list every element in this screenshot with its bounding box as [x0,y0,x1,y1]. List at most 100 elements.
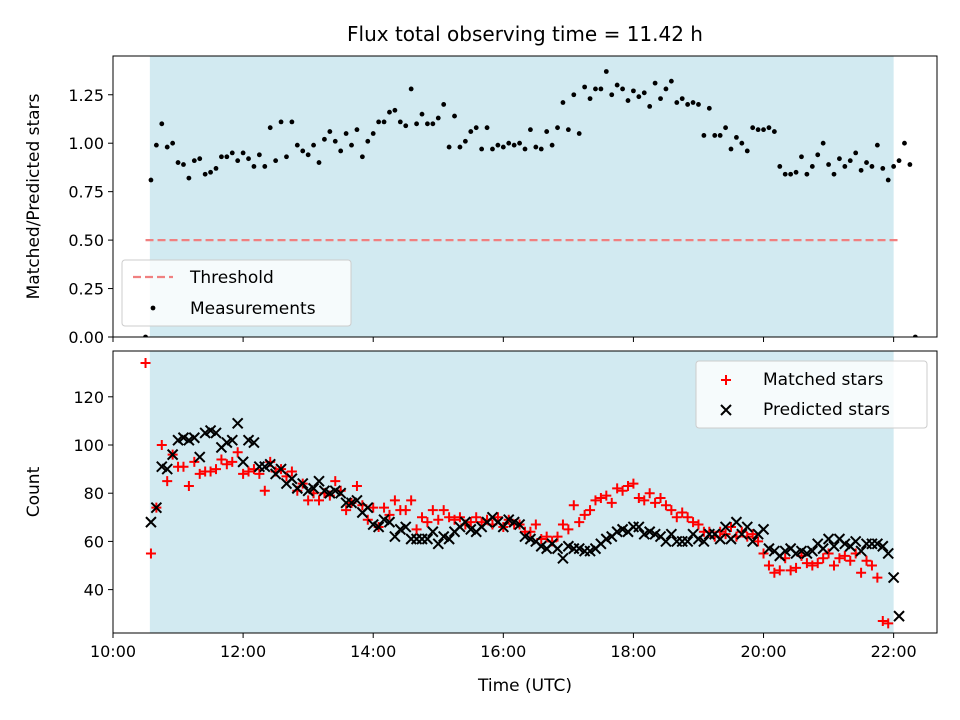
matched-star-point [758,548,769,559]
measurement-point [723,125,728,131]
measurement-point [153,142,159,148]
measurement-point [235,158,241,164]
y-tick-label: 0.25 [68,280,104,299]
matched-star-point [433,514,444,525]
measurement-point [603,69,609,74]
measurement-point [625,98,631,103]
matched-star-point [362,514,373,525]
matched-star-point [449,514,460,525]
measurement-point [354,127,360,133]
matched-star-point [877,615,888,626]
matched-star-point [866,560,877,571]
matched-star-point [677,507,688,518]
measurement-point [343,131,349,136]
predicted-star-point [551,542,564,555]
predicted-star-point [334,487,347,499]
y-axis-label: Matched/Predicted stars [24,93,44,299]
predicted-star-point [351,494,363,507]
matched-star-point [671,512,682,523]
matched-star-point [400,505,411,516]
predicted-star-point [313,475,325,487]
measurement-point [804,171,810,177]
measurement-point [831,171,837,177]
measurement-point [896,158,902,164]
measurement-point [842,164,848,169]
matched-star-point [579,509,590,520]
matched-star-point [574,517,585,528]
predicted-star-point [275,463,287,475]
measurement-point [500,144,506,150]
measurement-point [815,152,821,158]
measurement-point [240,150,246,156]
matched-star-point [650,497,661,508]
measurement-point [620,86,625,92]
matched-star-point [557,519,568,530]
matched-star-point [791,562,802,573]
measurement-point [641,90,647,96]
measurement-point [224,154,230,160]
measurement-point [609,92,615,98]
measurement-point [392,107,398,113]
matched-star-point [194,468,205,479]
predicted-star-point [730,516,743,528]
matched-star-point [590,495,601,506]
matched-star-point [720,529,731,540]
predicted-star-point [166,448,179,461]
bottom-panel-count-chart: 10:00 12:00 14:00 16:00 18:00 20:00 22:00 40 60 8… [24,350,938,661]
measurement-point [528,127,533,133]
matched-star-point [639,495,650,506]
predicted-star-point [757,523,770,536]
predicted-star-point [828,540,840,552]
matched-star-point [666,505,677,516]
measurement-point [739,140,745,146]
measurement-point [755,127,761,133]
measurement-point [809,164,815,169]
matched-star-point [471,512,482,523]
matched-star-point [216,454,227,465]
measurement-point [338,148,344,154]
matched-star-point [286,466,297,477]
measurement-point [473,125,479,131]
measurement-point [289,119,295,125]
matched-star-point [753,536,764,547]
predicted-star-point [882,547,894,560]
predicted-star-point [736,528,748,540]
measurement-point [387,109,392,115]
predicted-star-point [719,521,732,533]
measurement-point [376,119,382,125]
measurement-point [874,142,880,148]
matched-star-point [617,485,628,496]
y-tick-label: 80 [84,484,104,503]
matched-star-point [693,519,704,530]
matched-star-point [341,505,352,516]
matched-star-point [785,565,796,576]
axes-frame [112,350,938,634]
predicted-star-point [633,521,645,533]
matched-star-point [628,478,639,489]
measurement-point [300,148,306,154]
measurement-point [576,131,582,136]
measurement-point [381,119,387,125]
measurement-point [663,86,669,92]
matched-star-point [303,495,314,506]
y-tick-label: 0.75 [68,183,104,202]
measurement-point [652,80,658,86]
measurement-point [793,169,799,175]
x-tick-label: 20:00 [740,642,786,661]
axes-frame [112,55,938,338]
measurement-point [191,158,197,164]
matched-star-point [595,493,606,504]
measurement-point [777,164,783,169]
predicted-star-point [806,545,819,557]
matched-star-point [763,560,774,571]
measurement-point [332,138,338,144]
measurement-point [799,154,804,160]
measurement-point [907,162,913,167]
matched-star-point [476,517,487,528]
predicted-star-point [822,533,835,545]
measurement-point [208,169,213,175]
measurement-point [219,154,224,160]
measurement-point [186,175,192,181]
measurement-point [457,144,463,150]
predicted-star-point [741,521,753,533]
